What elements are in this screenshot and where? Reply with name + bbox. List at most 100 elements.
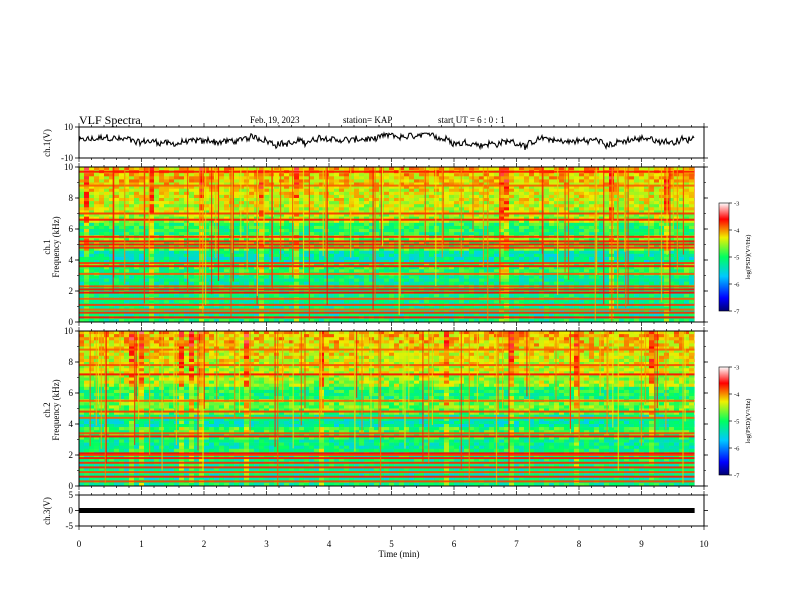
- spec-cell: [369, 256, 375, 261]
- spec-cell: [519, 210, 525, 214]
- spec-cell: [334, 167, 340, 171]
- spec-cell: [564, 216, 570, 220]
- spec-cell: [399, 275, 405, 279]
- spec-cell: [129, 266, 135, 270]
- spec-cell: [239, 269, 245, 273]
- spec-cell: [114, 225, 120, 230]
- spec-cell: [414, 250, 420, 255]
- spec-cell: [299, 185, 305, 189]
- spec-cell: [344, 213, 350, 217]
- spec-cell: [489, 194, 495, 199]
- spec-cell: [184, 207, 190, 211]
- spec-cell: [384, 167, 390, 171]
- spec-cell: [94, 244, 100, 248]
- spec-cell: [359, 281, 365, 286]
- spec-cell: [549, 198, 555, 202]
- spec-cell: [274, 167, 280, 171]
- spec-cell: [364, 309, 370, 313]
- spec-cell: [409, 238, 415, 242]
- spec-cell: [154, 256, 160, 261]
- spec-cell: [299, 201, 305, 205]
- spec-cell: [79, 222, 85, 227]
- spec-cell: [164, 250, 170, 255]
- spec-cell: [79, 194, 85, 199]
- spec-cell: [194, 278, 200, 282]
- spec-cell: [144, 185, 150, 189]
- spec-cell: [544, 173, 550, 177]
- spec-cell: [99, 210, 105, 214]
- spec-cell: [389, 247, 395, 251]
- spec-cell: [349, 191, 355, 196]
- spec-cell: [444, 201, 450, 205]
- spec-cell: [334, 281, 340, 286]
- spec-cell: [479, 213, 485, 217]
- spec-cell: [494, 232, 500, 236]
- spec-cell: [454, 232, 460, 236]
- spec-cell: [424, 269, 430, 273]
- spec-cell: [469, 219, 475, 224]
- spec-cell: [99, 207, 105, 211]
- spec-cell: [429, 216, 435, 220]
- spec-cell: [144, 188, 150, 193]
- spec-cell: [574, 182, 580, 186]
- spec-cell: [274, 266, 280, 270]
- spec-cell: [314, 229, 320, 233]
- spec-cell: [299, 269, 305, 273]
- spec-cell: [494, 219, 500, 224]
- spec-cell: [199, 222, 205, 227]
- spec-cell: [164, 247, 170, 251]
- spec-cell: [334, 216, 340, 220]
- spec-cell: [149, 207, 155, 211]
- spec-cell: [444, 219, 450, 224]
- spec-cell: [204, 167, 210, 171]
- spec-cell: [504, 198, 510, 202]
- spec-cell: [299, 225, 305, 230]
- spec-cell: [79, 278, 85, 282]
- spec-cell: [139, 201, 145, 205]
- spec-cell: [314, 312, 320, 317]
- spec-cell: [344, 216, 350, 220]
- spec-cell: [554, 173, 560, 177]
- spec-cell: [354, 201, 360, 205]
- spec-cell: [219, 278, 225, 282]
- spec-cell: [499, 247, 505, 251]
- spec-cell: [79, 207, 85, 211]
- spec-cell: [169, 167, 175, 171]
- spec-cell: [164, 300, 170, 304]
- spec-cell: [349, 312, 355, 317]
- spec-cell: [379, 312, 385, 317]
- spec-cell: [404, 266, 410, 270]
- spec-cell: [129, 219, 135, 224]
- spec-cell: [489, 185, 495, 189]
- spec-cell: [349, 269, 355, 273]
- spec-cell: [234, 204, 240, 208]
- spec-cell: [94, 241, 100, 245]
- spec-cell: [344, 281, 350, 286]
- spec-cell: [514, 219, 520, 224]
- spec-cell: [144, 213, 150, 217]
- spec-cell: [329, 241, 335, 245]
- spec-cell: [354, 213, 360, 217]
- spec-cell: [544, 185, 550, 189]
- spec-cell: [394, 198, 400, 202]
- spec-cell: [204, 253, 210, 258]
- spec-cell: [424, 253, 430, 258]
- spec-cell: [99, 253, 105, 258]
- spec-cell: [234, 244, 240, 248]
- spec-cell: [349, 306, 355, 310]
- spec-cell: [574, 238, 580, 242]
- spec-cell: [414, 194, 420, 199]
- spec-cell: [449, 244, 455, 248]
- spec-cell: [314, 216, 320, 220]
- spec-cell: [139, 173, 145, 177]
- spec-cell: [129, 176, 135, 180]
- spec-cell: [299, 266, 305, 270]
- spec-cell: [224, 225, 230, 230]
- spec-cell: [179, 219, 185, 224]
- spec-cell: [334, 256, 340, 261]
- spec-cell: [464, 182, 470, 186]
- spec-cell: [484, 260, 490, 264]
- spec-cell: [409, 306, 415, 310]
- spec-cell: [389, 207, 395, 211]
- spec-cell: [544, 194, 550, 199]
